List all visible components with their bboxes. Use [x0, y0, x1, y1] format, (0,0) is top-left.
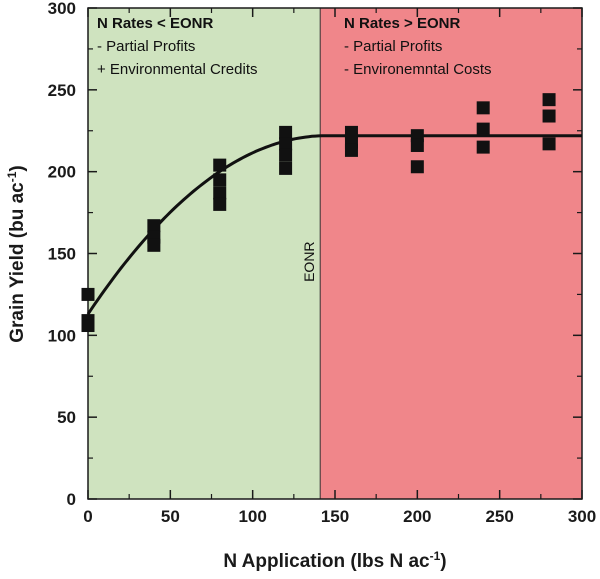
x-tick-label: 0 [83, 507, 92, 526]
fit-curve-group [86, 134, 582, 315]
data-point [542, 93, 556, 107]
x-axis-title: N Application (lbs N ac-1) [223, 549, 446, 572]
region-above-eonr [320, 8, 582, 499]
annotation-right: N Rates > EONR - Partial Profits - Envir… [344, 15, 492, 78]
y-tick-label: 200 [48, 163, 76, 182]
eonr-label: EONR [301, 241, 317, 281]
axes: 0 50 100 150 200 250 300 0 50 100 150 200 250 300 [48, 0, 597, 526]
y-axis-title-end: ) [7, 165, 28, 171]
y-tick-label: 150 [48, 245, 76, 264]
data-point [476, 140, 490, 154]
y-tick-label: 0 [67, 490, 76, 509]
fit-curve [86, 134, 582, 315]
data-point [147, 219, 161, 233]
y-axis-title: Grain Yield (bu ac-1) [5, 165, 28, 343]
x-tick-label: 50 [161, 507, 180, 526]
annotation-right-line-2: - Environemntal Costs [344, 61, 492, 78]
data-point [213, 158, 227, 172]
data-point [476, 101, 490, 115]
data-point [542, 109, 556, 123]
annotation-right-title: N Rates > EONR [344, 15, 460, 32]
data-points [81, 93, 556, 333]
data-point [410, 129, 424, 143]
y-tick-label: 250 [48, 81, 76, 100]
data-point [279, 161, 293, 175]
data-point [476, 122, 490, 136]
data-point [213, 173, 227, 187]
x-axis-title-end: ) [440, 551, 446, 572]
data-point [81, 287, 95, 301]
x-tick-label: 150 [321, 507, 349, 526]
data-point [344, 125, 358, 139]
data-point [279, 125, 293, 139]
x-tick-label: 200 [403, 507, 431, 526]
y-axis-title-sup: -1 [5, 171, 19, 182]
annotation-left-title: N Rates < EONR [97, 15, 213, 32]
data-point [410, 138, 424, 152]
data-point [410, 160, 424, 174]
data-point [542, 137, 556, 151]
annotation-left-line-1: - Partial Profits [97, 38, 195, 55]
y-tick-label: 300 [48, 0, 76, 18]
x-tick-label: 100 [238, 507, 266, 526]
annotation-left-line-2: + Environmental Credits [97, 61, 258, 78]
x-axis-title-sup: -1 [430, 549, 441, 563]
data-point [213, 197, 227, 211]
data-point [344, 143, 358, 157]
y-tick-label: 100 [48, 326, 76, 345]
data-point [81, 319, 95, 333]
data-point [279, 137, 293, 151]
x-tick-label: 250 [485, 507, 513, 526]
annotation-right-line-1: - Partial Profits [344, 38, 442, 55]
shaded-regions [88, 8, 582, 499]
data-point [147, 238, 161, 252]
annotation-left: N Rates < EONR - Partial Profits + Envir… [97, 15, 258, 78]
y-axis-title-text: Grain Yield (bu ac [7, 182, 28, 343]
data-point [279, 148, 293, 162]
data-point [213, 186, 227, 200]
y-tick-label: 50 [57, 408, 76, 427]
x-axis-title-text: N Application (lbs N ac [223, 551, 430, 572]
x-tick-label: 300 [568, 507, 596, 526]
region-below-eonr [88, 8, 321, 499]
